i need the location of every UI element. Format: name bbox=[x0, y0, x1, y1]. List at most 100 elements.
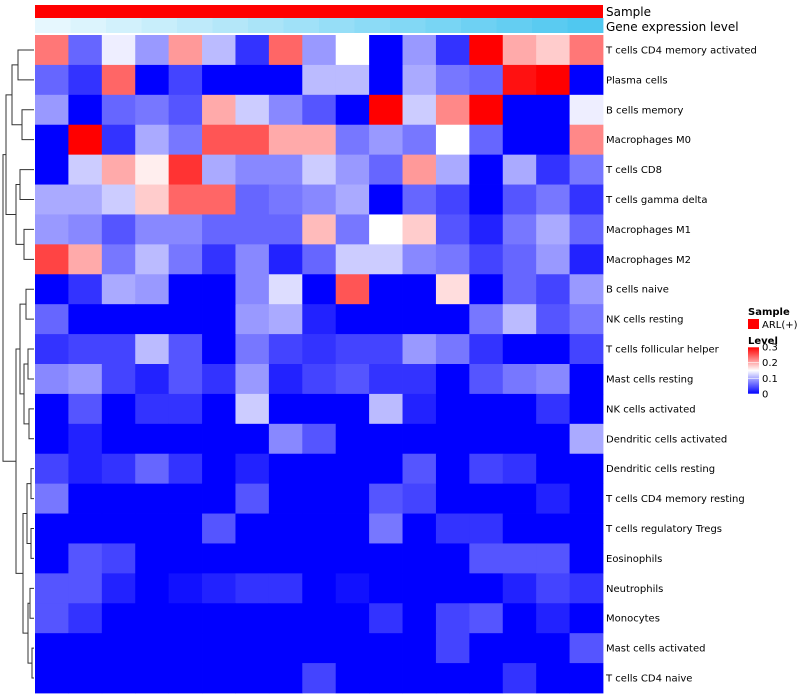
heatmap-cell bbox=[268, 393, 303, 425]
heatmap-cell bbox=[435, 543, 470, 574]
heatmap-cell bbox=[569, 304, 604, 335]
heatmap-cell bbox=[435, 124, 470, 156]
heatmap-cell bbox=[469, 453, 504, 485]
heatmap-cell bbox=[268, 633, 303, 664]
dendrogram-branch bbox=[17, 49, 34, 81]
heatmap-cell bbox=[168, 214, 203, 245]
heatmap-cell bbox=[168, 513, 203, 544]
heatmap-cell bbox=[235, 184, 270, 215]
dendrogram-branch bbox=[19, 303, 26, 395]
heatmap-cell bbox=[369, 603, 403, 634]
heatmap-cell bbox=[402, 124, 437, 156]
heatmap-cell bbox=[569, 94, 604, 126]
heatmap-cell bbox=[369, 483, 403, 514]
heatmap-cell bbox=[369, 244, 403, 275]
heatmap-cell bbox=[302, 35, 337, 66]
heatmap-cell bbox=[68, 154, 103, 185]
heatmap-cell bbox=[335, 364, 370, 395]
heatmap-cell bbox=[502, 453, 537, 485]
heatmap-cell bbox=[402, 214, 437, 245]
dendrogram-branch bbox=[19, 169, 34, 200]
heatmap-cell bbox=[68, 334, 103, 365]
heatmap-cell bbox=[302, 334, 337, 365]
heatmap-cell bbox=[369, 364, 403, 395]
heatmap-cell bbox=[268, 94, 303, 126]
heatmap-cell bbox=[502, 663, 537, 694]
gene-expression-cell bbox=[532, 18, 568, 33]
heatmap-cell bbox=[101, 573, 136, 604]
heatmap-cell bbox=[268, 304, 303, 335]
gene-expression-cell bbox=[212, 18, 249, 33]
heatmap-cell bbox=[302, 274, 337, 305]
row-label: T cells CD8 bbox=[605, 165, 662, 176]
heatmap-cell bbox=[101, 124, 136, 156]
gene-expression-cell bbox=[319, 18, 355, 33]
heatmap-cell bbox=[202, 393, 236, 425]
heatmap-cell bbox=[569, 154, 604, 185]
heatmap-cell bbox=[268, 423, 303, 455]
heatmap-cell bbox=[35, 483, 69, 514]
heatmap-cell bbox=[469, 663, 504, 694]
heatmap-cell bbox=[435, 214, 470, 245]
heatmap-cell bbox=[35, 334, 69, 365]
heatmap-cell bbox=[502, 64, 537, 96]
legend-level-title: Level bbox=[748, 336, 778, 347]
heatmap-cell bbox=[101, 453, 136, 485]
row-label: Monocytes bbox=[606, 614, 660, 625]
heatmap-cell bbox=[268, 543, 303, 574]
heatmap-cell bbox=[402, 513, 437, 544]
heatmap-cell bbox=[569, 214, 604, 245]
heatmap-cell bbox=[168, 124, 203, 156]
heatmap-cell bbox=[402, 274, 437, 305]
heatmap-cell bbox=[35, 154, 69, 185]
heatmap-cell bbox=[369, 124, 403, 156]
heatmap-cell bbox=[536, 184, 570, 215]
heatmap-cell bbox=[202, 423, 236, 455]
heatmap-cell bbox=[435, 154, 470, 185]
heatmap-cell bbox=[469, 304, 504, 335]
heatmap-cell bbox=[435, 573, 470, 604]
heatmap-cell bbox=[335, 334, 370, 365]
heatmap-cell bbox=[101, 633, 136, 664]
row-label: T cells regulatory Tregs bbox=[605, 524, 722, 535]
heatmap-cell bbox=[335, 94, 370, 126]
row-label: Macrophages M1 bbox=[606, 225, 691, 236]
gene-expression-cell bbox=[567, 18, 604, 33]
heatmap-cell bbox=[35, 603, 69, 634]
heatmap-cell bbox=[369, 274, 403, 305]
heatmap-cell bbox=[68, 423, 103, 455]
dendrogram-branch bbox=[5, 94, 16, 215]
heatmap-cell bbox=[369, 334, 403, 365]
heatmap-cell bbox=[135, 543, 170, 574]
heatmap-cell bbox=[369, 184, 403, 215]
heatmap-cell bbox=[35, 184, 69, 215]
heatmap-cell bbox=[202, 214, 236, 245]
heatmap-cell bbox=[335, 543, 370, 574]
heatmap-cell bbox=[168, 35, 203, 66]
gene-expression-track-label: Gene expression level bbox=[606, 20, 739, 34]
heatmap-cell bbox=[302, 663, 337, 694]
heatmap-cell bbox=[101, 64, 136, 96]
heatmap-cell bbox=[369, 393, 403, 425]
gene-expression-annotation-bar bbox=[35, 18, 604, 33]
heatmap-cell bbox=[502, 94, 537, 126]
heatmap-cell bbox=[369, 573, 403, 604]
heatmap-cell bbox=[402, 304, 437, 335]
heatmap-cell bbox=[369, 453, 403, 485]
row-label: T cells CD4 naive bbox=[605, 674, 692, 685]
heatmap-cell bbox=[68, 483, 103, 514]
heatmap-cell bbox=[135, 603, 170, 634]
heatmap-cell bbox=[569, 633, 604, 664]
heatmap-cell bbox=[569, 513, 604, 544]
dendrogram-branch bbox=[27, 348, 34, 380]
heatmap-cell bbox=[569, 244, 604, 275]
heatmap-cell bbox=[101, 603, 136, 634]
heatmap-cell bbox=[402, 633, 437, 664]
heatmap-cell bbox=[502, 154, 537, 185]
legend-sample-title: Sample bbox=[748, 307, 790, 318]
heatmap-cell bbox=[469, 184, 504, 215]
heatmap-cell bbox=[569, 124, 604, 156]
heatmap-cell bbox=[235, 513, 270, 544]
gene-expression-cell bbox=[283, 18, 320, 33]
heatmap-cell bbox=[335, 603, 370, 634]
